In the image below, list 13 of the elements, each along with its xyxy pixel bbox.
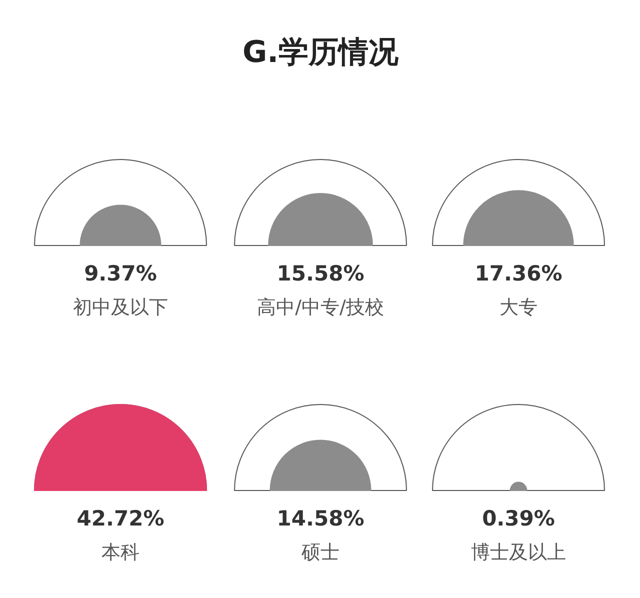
data-label: 9.37% xyxy=(84,262,157,286)
text: G.学历情况 xyxy=(242,35,400,70)
category-label: 博士及以上 xyxy=(471,542,566,564)
category-label: 高中/中专/技校 xyxy=(257,296,384,318)
data-label: 42.72% xyxy=(76,506,164,530)
category-label: 硕士 xyxy=(300,542,340,564)
category-label: 大专 xyxy=(500,296,538,318)
data-label: 17.36% xyxy=(474,262,562,286)
category-label: 本科 xyxy=(102,542,140,564)
data-label: 15.58% xyxy=(276,262,364,286)
category-label: 初中及以下 xyxy=(73,296,168,318)
data-label: 0.39% xyxy=(482,506,555,530)
data-label: 14.58% xyxy=(276,506,364,530)
